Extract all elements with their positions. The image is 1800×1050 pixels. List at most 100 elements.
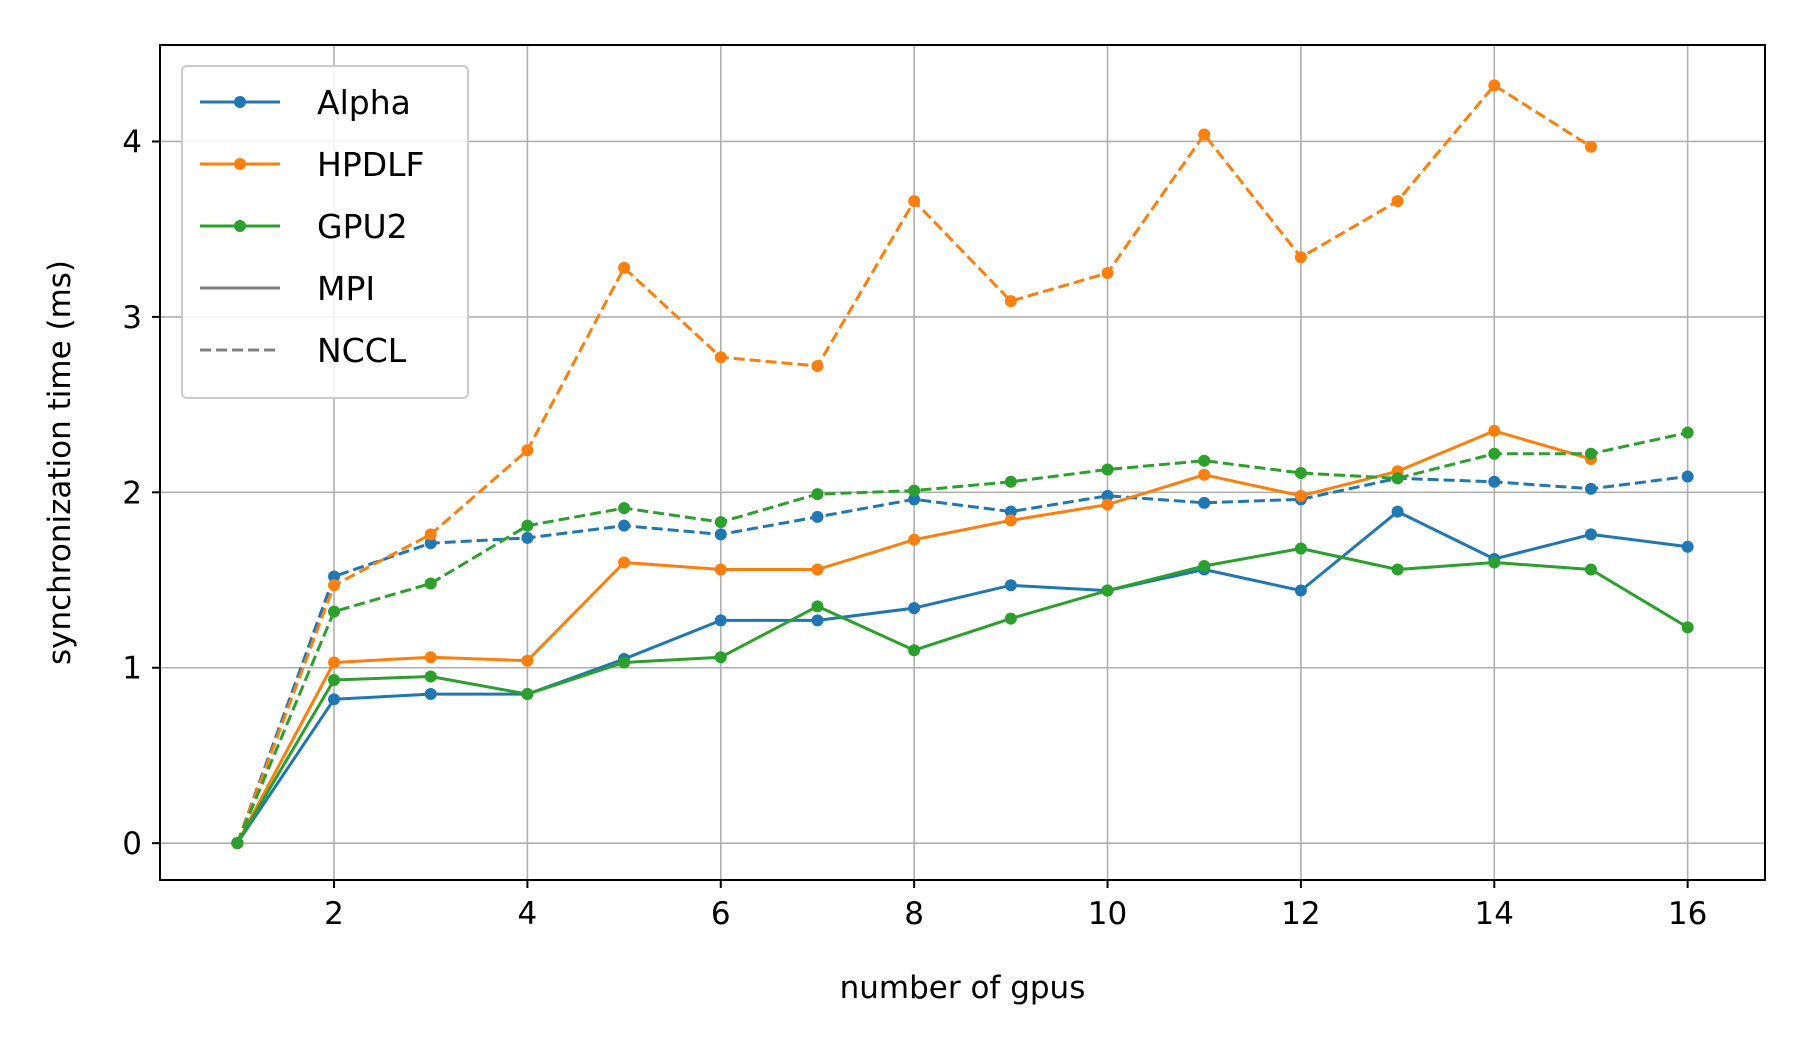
data-point	[1488, 424, 1501, 437]
data-point	[1101, 498, 1114, 511]
data-point	[1101, 267, 1114, 280]
data-point	[1004, 612, 1017, 625]
legend-marker	[234, 220, 246, 232]
data-point	[1198, 454, 1211, 467]
data-point	[424, 577, 437, 590]
data-point	[1681, 621, 1694, 634]
series-gpu2-nccl	[231, 426, 1694, 850]
series-hpdlf-nccl	[231, 79, 1597, 850]
legend-label: NCCL	[317, 331, 407, 370]
data-point	[714, 563, 727, 576]
data-point	[811, 510, 824, 523]
data-point	[328, 570, 341, 583]
data-point	[1488, 475, 1501, 488]
legend-box	[181, 65, 469, 399]
series-line	[235, 431, 1689, 844]
data-point	[618, 502, 631, 515]
series-line	[236, 510, 1688, 845]
x-tick-label: 16	[1668, 896, 1707, 932]
grid	[160, 45, 1765, 880]
data-point	[714, 351, 727, 364]
data-point	[714, 516, 727, 529]
y-axis-label: synchronization time (ms)	[42, 260, 78, 665]
data-point	[1004, 514, 1017, 527]
data-point	[1198, 559, 1211, 572]
data-point	[521, 519, 534, 532]
data-point	[1391, 195, 1404, 208]
x-tick-label: 6	[711, 896, 731, 932]
x-tick-label: 2	[324, 896, 344, 932]
data-point	[1004, 295, 1017, 308]
data-point	[1294, 251, 1307, 264]
x-tick-label: 8	[904, 896, 924, 932]
data-point	[1488, 447, 1501, 460]
data-point	[714, 651, 727, 664]
y-tick-label: 1	[122, 651, 142, 687]
y-tick-label: 4	[122, 124, 142, 160]
series-gpu2-mpi	[231, 542, 1694, 850]
data-point	[1101, 463, 1114, 476]
data-point	[1584, 447, 1597, 460]
data-point	[908, 533, 921, 546]
series-line	[236, 547, 1689, 844]
data-point	[424, 528, 437, 541]
data-point	[618, 656, 631, 669]
data-point	[1488, 556, 1501, 569]
data-point	[1294, 584, 1307, 597]
data-point	[1198, 128, 1211, 141]
legend-item-nccl: NCCL	[200, 331, 407, 370]
data-point	[1004, 505, 1017, 518]
data-point	[328, 579, 341, 592]
data-point	[424, 537, 437, 550]
data-point	[714, 614, 727, 627]
series-layer	[231, 79, 1694, 850]
data-point	[714, 528, 727, 541]
y-tick-label: 2	[122, 475, 142, 511]
data-point	[424, 670, 437, 683]
data-point	[1391, 505, 1404, 518]
y-tick-label: 0	[122, 826, 142, 862]
data-point	[1584, 528, 1597, 541]
legend-label: Alpha	[317, 83, 411, 122]
data-point	[1294, 489, 1307, 502]
data-point	[1681, 540, 1694, 553]
data-point	[1681, 426, 1694, 439]
data-point	[811, 488, 824, 501]
data-point	[521, 531, 534, 544]
data-point	[1391, 563, 1404, 576]
legend-label: GPU2	[317, 207, 408, 246]
data-point	[1681, 470, 1694, 483]
x-tick-label: 12	[1281, 896, 1320, 932]
legend: Alpha HPDLF GPU2 MPI NCCL	[181, 65, 469, 399]
data-point	[328, 656, 341, 669]
legend-item-hpdlf: HPDLF	[200, 145, 425, 184]
data-point	[328, 674, 341, 687]
data-point	[618, 519, 631, 532]
legend-item-gpu2: GPU2	[200, 207, 408, 246]
legend-marker	[234, 158, 246, 170]
data-point	[1198, 468, 1211, 481]
data-point	[521, 654, 534, 667]
series-hpdlf-mpi	[231, 424, 1597, 850]
x-tick-label: 14	[1475, 896, 1514, 932]
data-point	[1101, 489, 1114, 502]
data-point	[1101, 584, 1114, 597]
data-point	[811, 600, 824, 613]
legend-label: HPDLF	[317, 145, 425, 184]
legend-item-alpha: Alpha	[200, 83, 411, 122]
data-point	[811, 563, 824, 576]
data-point	[521, 444, 534, 457]
data-point	[908, 644, 921, 657]
data-point	[1004, 579, 1017, 592]
data-point	[1294, 467, 1307, 480]
legend-label: MPI	[317, 269, 375, 308]
data-point	[1584, 563, 1597, 576]
data-point	[811, 360, 824, 373]
data-point	[618, 556, 631, 569]
data-point	[1584, 140, 1597, 153]
data-point	[328, 605, 341, 618]
data-point	[328, 693, 341, 706]
data-point	[424, 651, 437, 664]
